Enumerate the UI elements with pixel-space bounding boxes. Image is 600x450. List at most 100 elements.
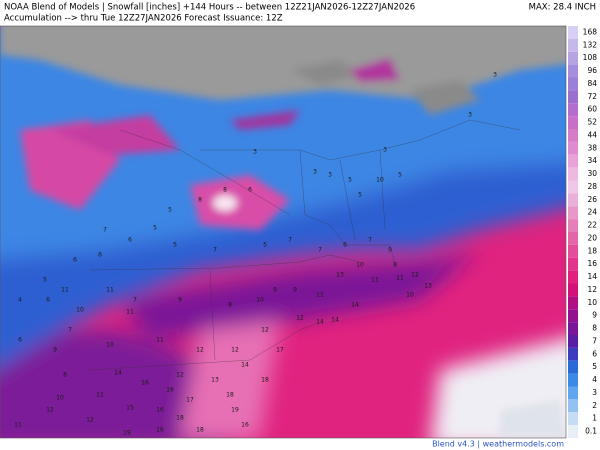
colorbar-box — [568, 270, 578, 284]
colorbar-label: 24 — [587, 208, 597, 217]
map-value-label: 14 — [241, 362, 249, 369]
map-value-label: 18 — [176, 415, 184, 422]
map-value-label: 3 — [493, 72, 497, 79]
map-value-label: 11 — [371, 277, 379, 284]
colorbar-label: 5 — [592, 362, 597, 371]
max-label: MAX: 28.4 INCH — [529, 3, 596, 13]
colorbar-label: 3 — [592, 388, 597, 397]
map-value-label: 16 — [156, 427, 164, 434]
colorbar-box — [568, 322, 578, 335]
map-value-label: 7 — [368, 237, 372, 244]
colorbar-label: 8 — [592, 324, 597, 333]
map-value-label: 9 — [293, 287, 297, 294]
map-value-label: 11 — [126, 309, 134, 316]
map-value-label: 17 — [276, 347, 284, 354]
map-labels: 3 3 3 3 3 3 5 5 10 5 8 6 8 5 7 6 5 5 6 6 5 4 6 7 5 7 7 6 7 9 10 8 13 11 11… — [14, 72, 497, 437]
colorbar-box — [568, 425, 578, 438]
map-value-label: 14 — [114, 370, 122, 377]
header-line2: Accumulation --> thru Tue 12Z27JAN2026 F… — [4, 14, 283, 24]
colorbar-label: 14 — [587, 272, 597, 281]
colorbar-box — [568, 116, 578, 129]
map-value-label: 6 — [128, 237, 132, 244]
map-value-label: 15 — [126, 405, 134, 412]
colorbar-label: 132 — [583, 40, 598, 49]
map-value-label: 6 — [46, 297, 50, 304]
map-value-label: 12 — [261, 327, 269, 334]
colorbar-box — [568, 257, 578, 271]
map-value-label: 12 — [231, 347, 239, 354]
map-value-label: 19 — [231, 407, 239, 414]
colorbar-box — [568, 64, 578, 78]
map-value-label: 4 — [18, 297, 22, 304]
colorbar-box — [568, 386, 578, 400]
colorbar-label: 7 — [592, 336, 597, 345]
colorbar-label: 0.1 — [585, 427, 597, 436]
colorbar-label: 12 — [587, 285, 597, 294]
colorbar-label: 60 — [587, 105, 597, 114]
colorbar-label: 9 — [592, 311, 597, 320]
colorbar-label: 38 — [587, 143, 597, 152]
colorbar-box — [568, 193, 578, 207]
colorbar-box — [568, 309, 578, 323]
map-value-label: 8 — [228, 302, 232, 309]
colorbar-label: 84 — [587, 79, 597, 88]
colorbar-box — [568, 219, 578, 232]
map-value-label: 19 — [123, 430, 131, 437]
map-value-label: 11 — [61, 287, 69, 294]
colorbar-box — [568, 38, 578, 52]
map-value-label: 12 — [176, 372, 184, 379]
colorbar-box — [568, 77, 578, 91]
map-value-label: 6 — [343, 242, 347, 249]
map-value-label: 18 — [261, 377, 269, 384]
colorbar-box — [568, 373, 578, 387]
map-value-label: 18 — [226, 392, 234, 399]
map-value-label: 10 — [406, 292, 414, 299]
map-value-label: 10 — [376, 177, 384, 184]
colorbar-label: 108 — [583, 53, 598, 62]
colorbar-label: 44 — [587, 130, 597, 139]
map-value-label: 13 — [211, 377, 219, 384]
colorbar-label: 6 — [592, 349, 597, 358]
map-value-label: 3 — [468, 112, 472, 119]
map-value-label: 11 — [14, 422, 22, 429]
map-value-label: 7 — [213, 247, 217, 254]
map-value-label: 8 — [223, 187, 227, 194]
map-value-label: 17 — [186, 397, 194, 404]
footer: Blend v4.3 | weathermodels.com — [432, 440, 564, 449]
map-value-label: 11 — [106, 287, 114, 294]
map-value-label: 5 — [398, 172, 402, 179]
map-value-label: 16 — [141, 380, 149, 387]
map-value-label: 8 — [63, 372, 67, 379]
map-value-label: 9 — [273, 287, 277, 294]
map-value-label: 3 — [383, 147, 387, 154]
colorbar-box — [568, 167, 578, 181]
map-value-label: 8 — [393, 262, 397, 269]
colorbar-label: 52 — [587, 118, 597, 127]
map-value-label: 10 — [256, 297, 264, 304]
map-value-label: 11 — [156, 337, 164, 344]
map-value-label: 5 — [348, 177, 352, 184]
colorbar-label: 26 — [587, 195, 597, 204]
map-value-label: 5 — [173, 242, 177, 249]
map-value-label: 10 — [106, 342, 114, 349]
map-value-label: 7 — [318, 247, 322, 254]
map-value-label: 16 — [241, 422, 249, 429]
map-value-label: 12 — [46, 407, 54, 414]
colorbar-box — [568, 90, 578, 104]
colorbar-label: 4 — [592, 375, 597, 384]
colorbar-label: 1 — [592, 414, 597, 423]
map-value-label: 6 — [73, 257, 77, 264]
colorbar-box — [568, 129, 578, 142]
colorbar-box — [568, 244, 578, 258]
colorbar: 1681321089684726052443834302826242220181… — [568, 26, 597, 438]
header-line1: NOAA Blend of Models | Snowfall [inches]… — [4, 3, 415, 13]
colorbar-label: 72 — [587, 92, 597, 101]
colorbar-box — [568, 154, 578, 168]
colorbar-label: 168 — [583, 27, 598, 36]
colorbar-label: 28 — [587, 182, 597, 191]
map-value-label: 10 — [56, 395, 64, 402]
map-value-label: 11 — [396, 275, 404, 282]
map-value-label: 10 — [356, 262, 364, 269]
colorbar-label: 34 — [587, 156, 597, 165]
